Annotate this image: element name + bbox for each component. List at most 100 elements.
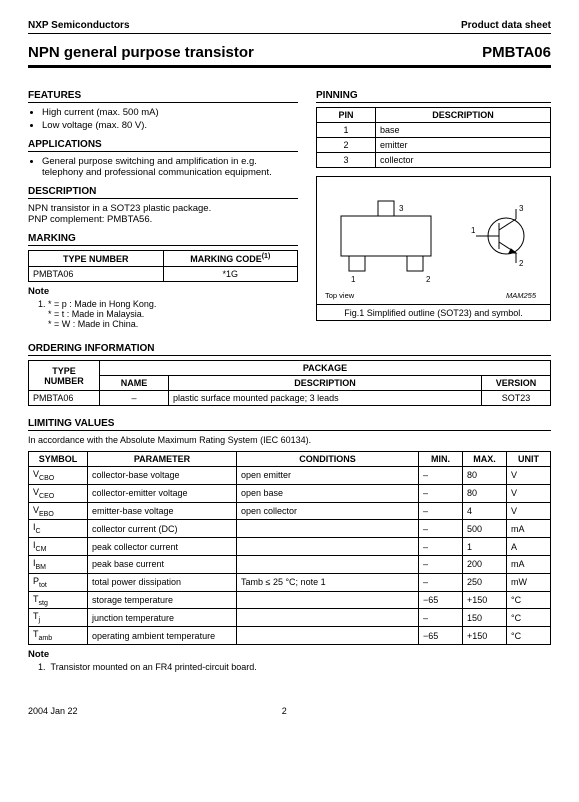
- page-title: NPN general purpose transistor: [28, 44, 254, 61]
- lim-parameter: peak base current: [88, 555, 237, 573]
- table-row: ICcollector current (DC)–500mA: [29, 520, 551, 538]
- description-line: PNP complement: PMBTA56.: [28, 214, 152, 225]
- lim-min: –: [419, 467, 463, 485]
- lim-h-parameter: PARAMETER: [88, 452, 237, 467]
- page-footer: 2004 Jan 22 2: [28, 702, 551, 716]
- lim-h-conditions: CONDITIONS: [237, 452, 419, 467]
- lim-min: –: [419, 520, 463, 538]
- lim-min: –: [419, 555, 463, 573]
- lim-unit: V: [507, 502, 551, 520]
- left-column: FEATURES High current (max. 500 mA) Low …: [28, 82, 298, 329]
- lim-symbol: Tj: [29, 609, 88, 627]
- pin-desc: collector: [376, 153, 551, 168]
- svg-text:1: 1: [351, 275, 356, 284]
- lim-symbol: IC: [29, 520, 88, 538]
- lim-symbol: Ptot: [29, 573, 88, 591]
- pin-desc: base: [376, 123, 551, 138]
- table-row: VEBOemitter-base voltageopen collector–4…: [29, 502, 551, 520]
- lim-conditions: [237, 555, 419, 573]
- footer-date: 2004 Jan 22: [28, 706, 78, 716]
- ordering-version: SOT23: [482, 391, 551, 406]
- lim-symbol: Tstg: [29, 591, 88, 609]
- lim-conditions: Tamb ≤ 25 °C; note 1: [237, 573, 419, 591]
- marking-note: 1. * = p : Made in Hong Kong. * = t : Ma…: [38, 299, 298, 329]
- pin-desc: emitter: [376, 138, 551, 153]
- lim-symbol: VCEO: [29, 484, 88, 502]
- table-row: VCBOcollector-base voltageopen emitter–8…: [29, 467, 551, 485]
- lim-conditions: open collector: [237, 502, 419, 520]
- lim-max: 80: [463, 467, 507, 485]
- feature-item: Low voltage (max. 80 V).: [42, 120, 298, 131]
- lim-conditions: [237, 627, 419, 645]
- lim-min: −65: [419, 591, 463, 609]
- lim-conditions: [237, 538, 419, 556]
- ordering-h-type: TYPE NUMBER: [29, 361, 100, 391]
- lim-parameter: collector-base voltage: [88, 467, 237, 485]
- lim-unit: mW: [507, 573, 551, 591]
- lim-conditions: [237, 520, 419, 538]
- lim-unit: mA: [507, 555, 551, 573]
- lim-unit: mA: [507, 520, 551, 538]
- ordering-h-version: VERSION: [482, 376, 551, 391]
- lim-unit: V: [507, 484, 551, 502]
- marking-col-code: MARKING CODE(1): [163, 251, 298, 267]
- pin-num: 3: [317, 153, 376, 168]
- pinning-heading: PINNING: [316, 90, 551, 103]
- lim-unit: °C: [507, 591, 551, 609]
- table-row: IBMpeak base current –200mA: [29, 555, 551, 573]
- lim-symbol: Tamb: [29, 627, 88, 645]
- lim-conditions: open emitter: [237, 467, 419, 485]
- ordering-h-desc: DESCRIPTION: [169, 376, 482, 391]
- application-item: General purpose switching and amplificat…: [42, 156, 298, 178]
- ordering-h-name: NAME: [100, 376, 169, 391]
- svg-text:1: 1: [471, 226, 476, 235]
- lim-max: +150: [463, 591, 507, 609]
- features-list: High current (max. 500 mA) Low voltage (…: [28, 107, 298, 131]
- lim-parameter: collector-emitter voltage: [88, 484, 237, 502]
- doc-type: Product data sheet: [461, 20, 551, 31]
- lim-max: 500: [463, 520, 507, 538]
- lim-min: –: [419, 538, 463, 556]
- ordering-type: PMBTA06: [29, 391, 100, 406]
- svg-text:3: 3: [519, 204, 524, 213]
- table-row: Ptottotal power dissipationTamb ≤ 25 °C;…: [29, 573, 551, 591]
- limiting-table: SYMBOL PARAMETER CONDITIONS MIN. MAX. UN…: [28, 451, 551, 645]
- features-heading: FEATURES: [28, 90, 298, 103]
- ordering-heading: ORDERING INFORMATION: [28, 343, 551, 356]
- two-column-layout: FEATURES High current (max. 500 mA) Low …: [28, 82, 551, 329]
- lim-min: –: [419, 484, 463, 502]
- limiting-heading: LIMITING VALUES: [28, 418, 551, 431]
- marking-heading: MARKING: [28, 233, 298, 246]
- lim-conditions: open base: [237, 484, 419, 502]
- lim-symbol: IBM: [29, 555, 88, 573]
- lim-parameter: peak collector current: [88, 538, 237, 556]
- ordering-h-package: PACKAGE: [100, 361, 551, 376]
- marking-note-heading: Note: [28, 286, 298, 297]
- pinning-table: PIN DESCRIPTION 1base 2emitter 3collecto…: [316, 107, 551, 168]
- lim-parameter: storage temperature: [88, 591, 237, 609]
- lim-max: 150: [463, 609, 507, 627]
- lim-min: −65: [419, 627, 463, 645]
- lim-max: +150: [463, 627, 507, 645]
- figure-topview-label: Top view: [325, 291, 354, 300]
- pin-num: 2: [317, 138, 376, 153]
- lim-conditions: [237, 591, 419, 609]
- lim-parameter: operating ambient temperature: [88, 627, 237, 645]
- ordering-table: TYPE NUMBER PACKAGE NAME DESCRIPTION VER…: [28, 360, 551, 406]
- figure-code: MAM255: [506, 291, 536, 300]
- marking-table: TYPE NUMBER MARKING CODE(1) PMBTA06 *1G: [28, 250, 298, 282]
- applications-heading: APPLICATIONS: [28, 139, 298, 152]
- header-bar: NXP Semiconductors Product data sheet: [28, 20, 551, 34]
- svg-text:2: 2: [426, 275, 431, 284]
- limiting-intro: In accordance with the Absolute Maximum …: [28, 435, 551, 445]
- lim-max: 250: [463, 573, 507, 591]
- footer-page: 2: [282, 706, 287, 716]
- lim-unit: A: [507, 538, 551, 556]
- ordering-name: –: [100, 391, 169, 406]
- table-row: VCEOcollector-emitter voltageopen base–8…: [29, 484, 551, 502]
- svg-text:3: 3: [399, 204, 404, 213]
- lim-max: 200: [463, 555, 507, 573]
- table-row: Tamboperating ambient temperature −65+150…: [29, 627, 551, 645]
- lim-symbol: ICM: [29, 538, 88, 556]
- lim-unit: °C: [507, 609, 551, 627]
